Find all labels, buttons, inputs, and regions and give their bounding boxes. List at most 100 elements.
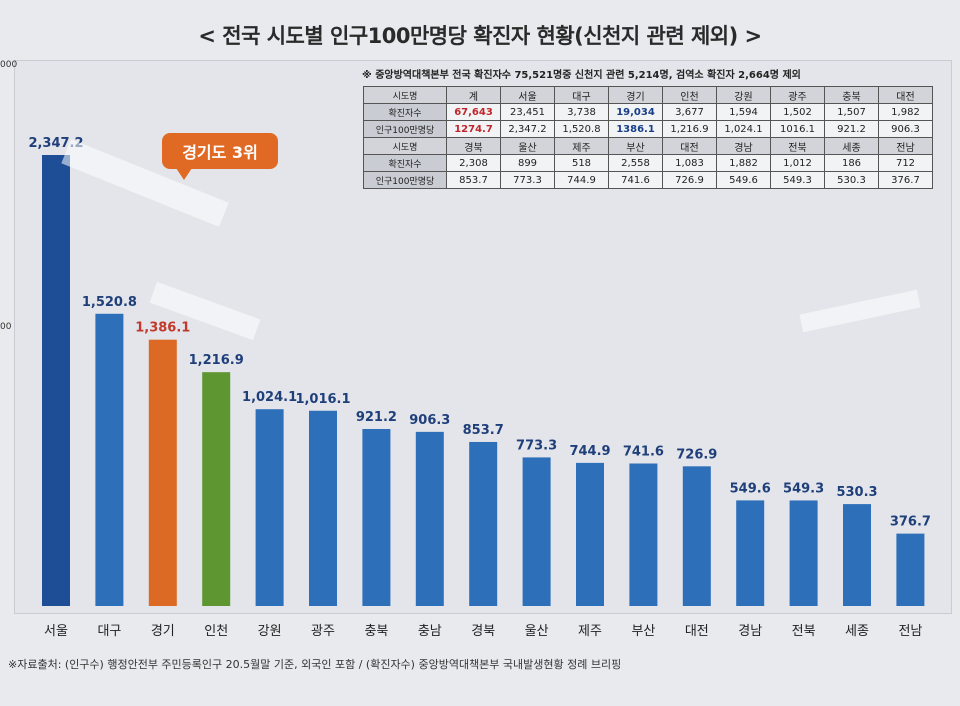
table-row-header: 시도명 <box>363 86 447 104</box>
table-cell: 712 <box>878 154 933 172</box>
bar-value-label: 744.9 <box>569 444 610 459</box>
table-cell: 1,982 <box>878 103 933 121</box>
table-cell: 899 <box>500 154 555 172</box>
table-row: 확진자수 67,643 23,451 3,738 19,034 3,677 1,594 1,5… <box>363 103 933 121</box>
bar-경기 <box>148 339 177 606</box>
table-row: 시도명 경북 울산 제주 부산 대전 경남 전북 세종 전남 <box>363 137 933 155</box>
table-cell: 853.7 <box>446 171 501 189</box>
table-row: 인구100만명당 1274.7 2,347.2 1,520.8 1386.1 1,216.… <box>363 120 933 138</box>
table-cell: 1274.7 <box>446 120 501 138</box>
table-cell: 549.6 <box>716 171 771 189</box>
table-cell: 1,216.9 <box>662 120 717 138</box>
bar-value-label: 921.2 <box>356 410 397 425</box>
page-title: < 전국 시도별 인구100만명당 확진자 현황(신천지 관련 제외) > <box>198 24 762 48</box>
bar-value-label: 1,520.8 <box>82 295 137 310</box>
bar-value-label: 741.6 <box>623 445 664 460</box>
table-cell: 1,882 <box>716 154 771 172</box>
table-cell: 726.9 <box>662 171 717 189</box>
table-cell: 2,308 <box>446 154 501 172</box>
bar-대전 <box>682 466 711 606</box>
table-cell: 921.2 <box>824 120 879 138</box>
table-cell: 충북 <box>824 86 879 104</box>
table-cell: 강원 <box>716 86 771 104</box>
bar-제주 <box>576 462 604 606</box>
table-cell: 1,507 <box>824 103 879 121</box>
table-cell: 울산 <box>500 137 555 155</box>
bar-세종 <box>843 504 871 606</box>
category-label: 부산 <box>631 624 655 639</box>
table-cell: 인천 <box>662 86 717 104</box>
table-cell: 23,451 <box>500 103 555 121</box>
table-cell: 세종 <box>824 137 879 155</box>
table-cell: 대전 <box>878 86 933 104</box>
table-cell: 1,012 <box>770 154 825 172</box>
bar-value-label: 1,386.1 <box>135 321 190 336</box>
value-labels-layer: 2,347.2 1,520.8 1,386.1 1,216.9 1,024.11,016… <box>28 136 931 530</box>
category-label: 세종 <box>845 624 869 639</box>
table-cell: 530.3 <box>824 171 879 189</box>
bar-광주 <box>309 410 337 606</box>
category-label: 충남 <box>418 624 442 639</box>
table-cell: 744.9 <box>554 171 609 189</box>
table-row: 시도명 계 서울 대구 경기 인천 강원 광주 충북 대전 <box>363 86 933 104</box>
category-label: 전남 <box>898 624 922 639</box>
table-row-header: 확진자수 <box>363 154 447 172</box>
table-cell: 대전 <box>662 137 717 155</box>
bar-부산 <box>629 463 658 606</box>
callout-pointer <box>176 168 192 180</box>
table-cell: 1,024.1 <box>716 120 771 138</box>
table-cell: 906.3 <box>878 120 933 138</box>
bar-value-label: 853.7 <box>463 423 504 438</box>
table-row-header: 인구100만명당 <box>363 171 447 189</box>
bar-전남 <box>896 533 925 606</box>
bar-울산 <box>522 457 551 606</box>
bar-value-label: 530.3 <box>836 485 877 500</box>
table-cell: 제주 <box>554 137 609 155</box>
table-cell: 3,738 <box>554 103 609 121</box>
table-cell: 773.3 <box>500 171 555 189</box>
table-cell: 2,347.2 <box>500 120 555 138</box>
category-label: 서울 <box>44 624 68 639</box>
table-cell: 549.3 <box>770 171 825 189</box>
bar-value-label: 1,024.1 <box>242 390 297 405</box>
category-label: 경기 <box>151 624 175 639</box>
bar-충북 <box>362 428 391 606</box>
category-label: 대구 <box>97 624 121 639</box>
table-cell: 1,594 <box>716 103 771 121</box>
table-cell: 3,677 <box>662 103 717 121</box>
table-cell: 전북 <box>770 137 825 155</box>
table-cell: 1,520.8 <box>554 120 609 138</box>
callout-badge: 경기도 3위 <box>162 133 278 169</box>
bar-전북 <box>789 500 818 606</box>
table-cell: 부산 <box>608 137 663 155</box>
table-cell: 대구 <box>554 86 609 104</box>
category-label: 인천 <box>204 624 228 639</box>
table-cell: 19,034 <box>608 103 663 121</box>
table-cell: 376.7 <box>878 171 933 189</box>
category-label: 경북 <box>471 624 495 639</box>
table-cell: 경기 <box>608 86 663 104</box>
category-labels-layer: 서울 대구 경기 인천 강원 광주 충북 충남 경북 울산 제주 부산 대전 경남 전북 세종 전남 <box>44 624 922 639</box>
bar-value-label: 773.3 <box>516 438 557 453</box>
bar-충남 <box>415 431 444 606</box>
category-label: 전북 <box>792 624 816 639</box>
table-row-header: 시도명 <box>363 137 447 155</box>
bars-layer <box>42 155 925 606</box>
bar-value-label: 1,016.1 <box>295 392 350 407</box>
table-row: 확진자수 2,308 899 518 2,558 1,083 1,882 1,012 186 71… <box>363 154 933 172</box>
table-cell: 186 <box>824 154 879 172</box>
bar-경북 <box>469 441 498 606</box>
bar-value-label: 2,347.2 <box>28 136 83 151</box>
data-note: ※ 중앙방역대책본부 전국 확진자수 75,521명중 신천지 관련 5,214… <box>362 70 801 81</box>
bar-경남 <box>736 500 765 606</box>
table-cell: 1016.1 <box>770 120 825 138</box>
category-label: 대전 <box>685 624 709 639</box>
bar-인천 <box>202 372 231 606</box>
table-cell: 경남 <box>716 137 771 155</box>
table-cell: 전남 <box>878 137 933 155</box>
table-cell: 서울 <box>500 86 555 104</box>
category-label: 울산 <box>525 624 549 639</box>
table-cell: 1,502 <box>770 103 825 121</box>
category-label: 충북 <box>364 624 388 639</box>
